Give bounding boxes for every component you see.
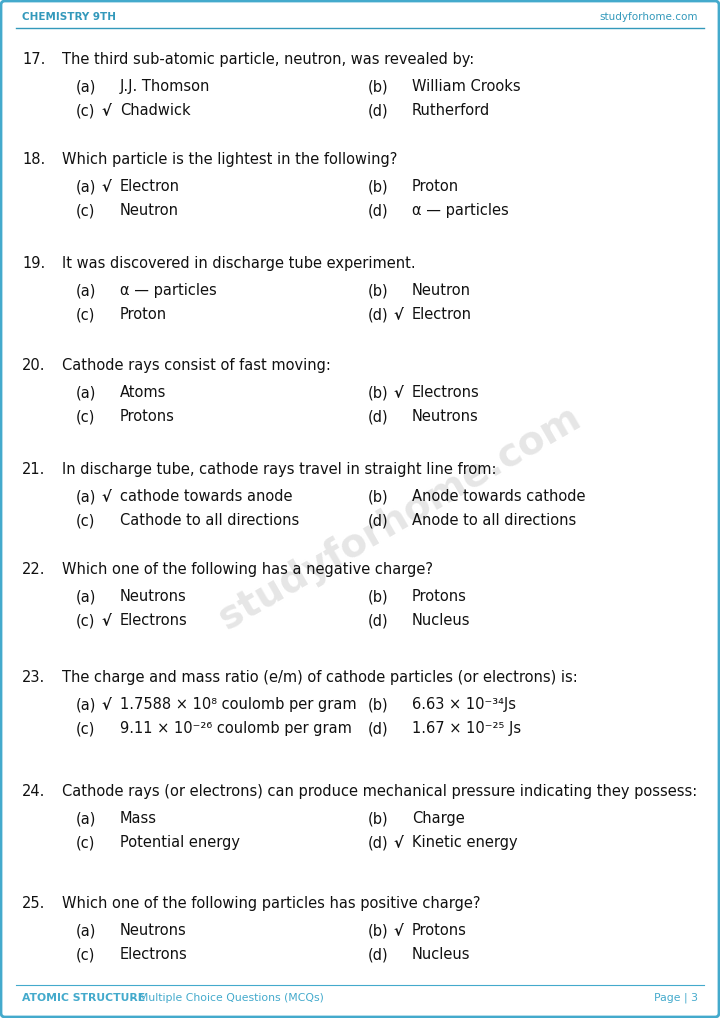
- Text: (b): (b): [368, 283, 389, 298]
- Text: 19.: 19.: [22, 256, 45, 271]
- Text: 9.11 × 10⁻²⁶ coulomb per gram: 9.11 × 10⁻²⁶ coulomb per gram: [120, 721, 352, 736]
- Text: √: √: [393, 923, 402, 938]
- Text: (d): (d): [368, 103, 389, 118]
- Text: Proton: Proton: [120, 307, 167, 322]
- Text: Kinetic energy: Kinetic energy: [412, 835, 518, 850]
- Text: 20.: 20.: [22, 358, 45, 373]
- Text: √: √: [101, 697, 111, 712]
- Text: 24.: 24.: [22, 784, 45, 799]
- Text: (d): (d): [368, 203, 389, 218]
- Text: (c): (c): [76, 835, 95, 850]
- Text: √: √: [101, 179, 111, 194]
- Text: (d): (d): [368, 835, 389, 850]
- Text: (a): (a): [76, 283, 96, 298]
- Text: (c): (c): [76, 409, 95, 425]
- Text: CHEMISTRY 9TH: CHEMISTRY 9TH: [22, 12, 116, 22]
- Text: cathode towards anode: cathode towards anode: [120, 489, 292, 504]
- Text: √: √: [393, 385, 402, 400]
- Text: The third sub-atomic particle, neutron, was revealed by:: The third sub-atomic particle, neutron, …: [62, 52, 474, 67]
- Text: 6.63 × 10⁻³⁴Js: 6.63 × 10⁻³⁴Js: [412, 697, 516, 712]
- Text: (b): (b): [368, 811, 389, 826]
- Text: (d): (d): [368, 513, 389, 528]
- Text: Anode to all directions: Anode to all directions: [412, 513, 576, 528]
- Text: √: √: [101, 613, 111, 628]
- Text: studyforhome.com: studyforhome.com: [600, 12, 698, 22]
- Text: (c): (c): [76, 103, 95, 118]
- Text: Which one of the following has a negative charge?: Which one of the following has a negativ…: [62, 562, 433, 577]
- Text: Which particle is the lightest in the following?: Which particle is the lightest in the fo…: [62, 152, 397, 167]
- Text: It was discovered in discharge tube experiment.: It was discovered in discharge tube expe…: [62, 256, 415, 271]
- Text: Protons: Protons: [412, 589, 467, 604]
- Text: Cathode rays (or electrons) can produce mechanical pressure indicating they poss: Cathode rays (or electrons) can produce …: [62, 784, 697, 799]
- Text: (b): (b): [368, 79, 389, 94]
- Text: Page | 3: Page | 3: [654, 993, 698, 1004]
- Text: studyforhome.com: studyforhome.com: [212, 399, 588, 637]
- Text: In discharge tube, cathode rays travel in straight line from:: In discharge tube, cathode rays travel i…: [62, 462, 497, 477]
- Text: α — particles: α — particles: [412, 203, 509, 218]
- Text: (c): (c): [76, 307, 95, 322]
- Text: Cathode to all directions: Cathode to all directions: [120, 513, 300, 528]
- Text: (b): (b): [368, 923, 389, 938]
- Text: √: √: [101, 489, 111, 504]
- Text: (a): (a): [76, 923, 96, 938]
- Text: Protons: Protons: [412, 923, 467, 938]
- Text: 17.: 17.: [22, 52, 45, 67]
- Text: Which one of the following particles has positive charge?: Which one of the following particles has…: [62, 896, 480, 911]
- Text: Potential energy: Potential energy: [120, 835, 240, 850]
- Text: Neutrons: Neutrons: [120, 589, 186, 604]
- Text: (d): (d): [368, 721, 389, 736]
- Text: 1.7588 × 10⁸ coulomb per gram: 1.7588 × 10⁸ coulomb per gram: [120, 697, 356, 712]
- Text: Chadwick: Chadwick: [120, 103, 191, 118]
- Text: (d): (d): [368, 613, 389, 628]
- Text: √: √: [101, 103, 111, 118]
- Text: (c): (c): [76, 203, 95, 218]
- Text: Cathode rays consist of fast moving:: Cathode rays consist of fast moving:: [62, 358, 331, 373]
- Text: (d): (d): [368, 947, 389, 962]
- Text: (b): (b): [368, 385, 389, 400]
- Text: Anode towards cathode: Anode towards cathode: [412, 489, 585, 504]
- Text: The charge and mass ratio (e/m) of cathode particles (or electrons) is:: The charge and mass ratio (e/m) of catho…: [62, 670, 577, 685]
- Text: Proton: Proton: [412, 179, 459, 194]
- Text: Atoms: Atoms: [120, 385, 166, 400]
- Text: (c): (c): [76, 513, 95, 528]
- Text: (a): (a): [76, 697, 96, 712]
- Text: (a): (a): [76, 385, 96, 400]
- Text: (a): (a): [76, 79, 96, 94]
- Text: Electrons: Electrons: [412, 385, 480, 400]
- Text: Neutrons: Neutrons: [412, 409, 479, 425]
- Text: William Crooks: William Crooks: [412, 79, 521, 94]
- Text: 18.: 18.: [22, 152, 45, 167]
- Text: Nucleus: Nucleus: [412, 947, 470, 962]
- Text: Neutrons: Neutrons: [120, 923, 186, 938]
- Text: (a): (a): [76, 179, 96, 194]
- Text: Electron: Electron: [120, 179, 180, 194]
- Text: Electron: Electron: [412, 307, 472, 322]
- Text: (a): (a): [76, 489, 96, 504]
- Text: (b): (b): [368, 697, 389, 712]
- Text: 21.: 21.: [22, 462, 45, 477]
- Text: ATOMIC STRUCTURE: ATOMIC STRUCTURE: [22, 993, 145, 1003]
- Text: Electrons: Electrons: [120, 613, 188, 628]
- Text: (b): (b): [368, 179, 389, 194]
- Text: (c): (c): [76, 613, 95, 628]
- Text: Protons: Protons: [120, 409, 175, 425]
- Text: 25.: 25.: [22, 896, 45, 911]
- Text: - Multiple Choice Questions (MCQs): - Multiple Choice Questions (MCQs): [128, 993, 324, 1003]
- Text: 22.: 22.: [22, 562, 45, 577]
- Text: (b): (b): [368, 589, 389, 604]
- Text: (c): (c): [76, 721, 95, 736]
- Text: Nucleus: Nucleus: [412, 613, 470, 628]
- Text: (d): (d): [368, 409, 389, 425]
- Text: (a): (a): [76, 811, 96, 826]
- Text: (a): (a): [76, 589, 96, 604]
- Text: Charge: Charge: [412, 811, 464, 826]
- Text: Mass: Mass: [120, 811, 157, 826]
- Text: (b): (b): [368, 489, 389, 504]
- Text: Rutherford: Rutherford: [412, 103, 490, 118]
- Text: Electrons: Electrons: [120, 947, 188, 962]
- Text: (c): (c): [76, 947, 95, 962]
- Text: J.J. Thomson: J.J. Thomson: [120, 79, 210, 94]
- Text: (d): (d): [368, 307, 389, 322]
- Text: Neutron: Neutron: [120, 203, 179, 218]
